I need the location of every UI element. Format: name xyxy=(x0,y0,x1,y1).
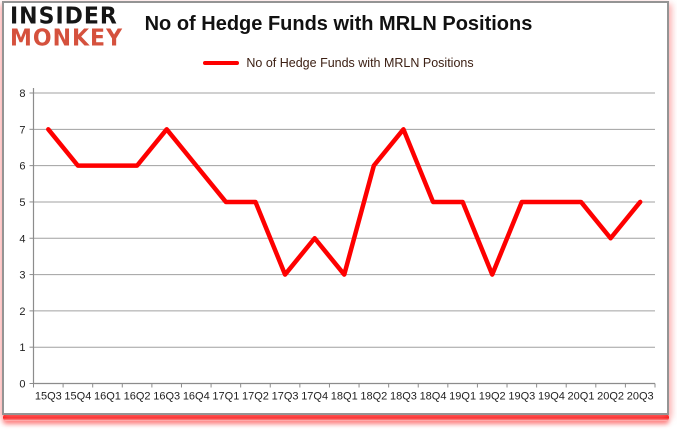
insider-monkey-logo: INSIDER MONKEY xyxy=(10,3,124,52)
x-axis-label: 16Q2 xyxy=(124,391,151,403)
y-axis-label: 3 xyxy=(19,270,25,282)
x-axis-label: 16Q4 xyxy=(183,391,210,403)
series-line xyxy=(46,127,643,277)
x-axis-label: 20Q1 xyxy=(568,391,595,403)
x-axis-label: 18Q3 xyxy=(390,391,417,403)
logo-line-monkey: MONKEY xyxy=(10,25,124,52)
x-axis-label: 19Q3 xyxy=(508,391,535,403)
x-axis-label: 18Q4 xyxy=(420,391,447,403)
chart-legend: No of Hedge Funds with MRLN Positions xyxy=(0,56,677,70)
x-axis-label: 17Q4 xyxy=(301,391,328,403)
chart-title: No of Hedge Funds with MRLN Positions xyxy=(144,13,533,35)
y-axis-label: 5 xyxy=(19,197,25,209)
y-axis-label: 4 xyxy=(19,233,25,245)
x-axis-label: 19Q1 xyxy=(449,391,476,403)
x-axis-label: 15Q3 xyxy=(35,391,62,403)
red-glow-bar xyxy=(3,414,669,421)
y-axis-label: 7 xyxy=(19,124,25,136)
x-axis-label: 19Q4 xyxy=(538,391,565,403)
x-axis-label: 18Q2 xyxy=(360,391,387,403)
x-axis-label: 16Q3 xyxy=(153,391,180,403)
y-axis-label: 0 xyxy=(19,379,25,391)
x-axis-label: 17Q3 xyxy=(272,391,299,403)
y-axis-label: 2 xyxy=(19,306,25,318)
x-axis-label: 17Q2 xyxy=(242,391,269,403)
legend-line-icon xyxy=(203,61,240,65)
x-axis-label: 17Q1 xyxy=(212,391,239,403)
y-axis-label: 1 xyxy=(19,342,25,354)
x-axis-label: 18Q1 xyxy=(331,391,358,403)
x-axis-label: 15Q4 xyxy=(64,391,91,403)
logo-line-insider: INSIDER xyxy=(10,3,118,30)
y-axis-label: 6 xyxy=(19,161,25,173)
x-axis-label: 20Q3 xyxy=(627,391,654,403)
x-axis-label: 20Q2 xyxy=(597,391,624,403)
chart-card xyxy=(2,1,669,415)
y-axis-label: 8 xyxy=(19,88,25,100)
x-axis-label: 19Q2 xyxy=(479,391,506,403)
legend-label: No of Hedge Funds with MRLN Positions xyxy=(246,56,474,70)
x-axis-label: 16Q1 xyxy=(94,391,121,403)
